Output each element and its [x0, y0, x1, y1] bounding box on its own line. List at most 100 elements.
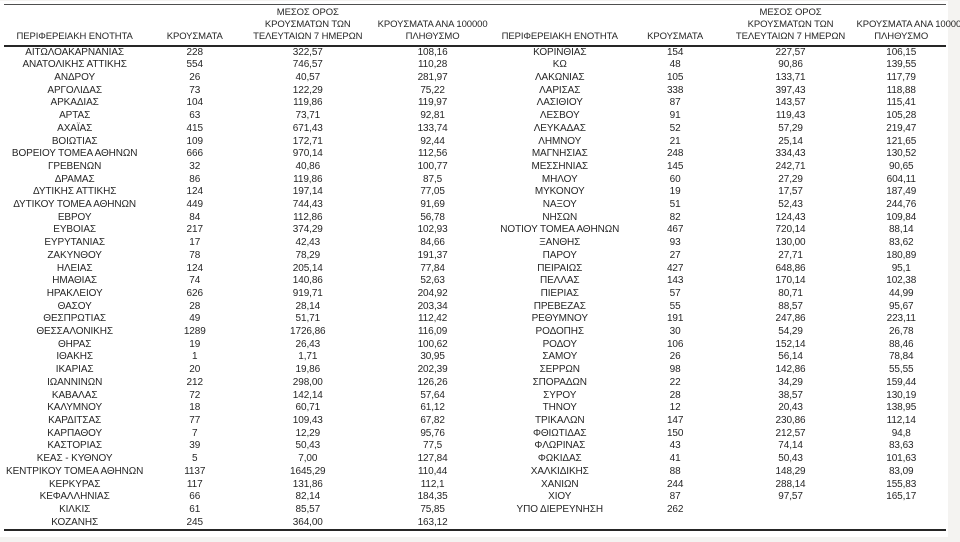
avg7-cell: 28,14: [295, 300, 321, 312]
header-region-left: ΠΕΡΙΦΕΡΕΙΑΚΗ ΕΝΟΤΗΤΑ: [4, 4, 146, 47]
per100k-cell: 126,26: [417, 376, 448, 388]
cases-cell: 63: [189, 110, 201, 122]
per100k-cell: 604,11: [886, 173, 916, 185]
per100k-cell: 219,47: [886, 122, 917, 134]
per100k-cell: 101,63: [886, 453, 917, 465]
per100k-cell: 67,82: [420, 415, 445, 426]
avg7-cell: 112,86: [293, 211, 323, 223]
per100k-cell: 204,92: [417, 287, 448, 299]
table-row: ΚΑΡΠΑΘΟΥ 7 12,29 95,76 ΦΘΙΩΤΙΔΑΣ 150 212,57 94,…: [4, 428, 946, 441]
region-cell: ΤΗΝΟΥ: [542, 402, 577, 414]
avg7-cell: 122,29: [292, 84, 323, 96]
cases-cell: 66: [189, 491, 201, 503]
avg7-cell: 119,86: [293, 173, 323, 185]
table-row: ΗΛΕΙΑΣ 124 205,14 77,84 ΠΕΙΡΑΙΩΣ 427 648,86 95,…: [4, 263, 946, 276]
cases-cell: 217: [186, 224, 203, 236]
avg7-cell: 27,29: [778, 173, 803, 185]
table-row: ΑΝΔΡΟΥ 26 40,57 281,97 ΛΑΚΩΝΙΑΣ 105 133,71 117,…: [4, 72, 946, 85]
table-row: ΚΕΑΣ - ΚΥΘΝΟΥ 5 7,00 127,84 ΦΩΚΙΔΑΣ 41 50,43 10…: [4, 453, 946, 466]
region-cell: ΠΙΕΡΙΑΣ: [540, 287, 579, 299]
avg7-cell: [725, 517, 857, 531]
avg7-cell: 970,14: [292, 148, 323, 160]
cases-cell: 82: [669, 211, 681, 223]
region-cell: ΑΡΚΑΔΙΑΣ: [50, 97, 99, 109]
avg7-cell: 230,86: [775, 415, 806, 426]
table-row: ΚΙΛΚΙΣ 61 85,57 75,85 ΥΠΟ ΔΙΕΡΕΥΝΗΣΗ 262: [4, 504, 946, 517]
cases-cell: 49: [189, 313, 201, 325]
per100k-cell: 75,85: [420, 503, 445, 515]
cases-cell: 73: [189, 84, 201, 96]
region-cell: ΚΑΛΥΜΝΟΥ: [47, 402, 103, 414]
table-row: ΚΑΣΤΟΡΙΑΣ 39 50,43 77,5 ΦΛΩΡΙΝΑΣ 43 74,14 83,63: [4, 440, 946, 453]
region-cell: ΚΟΡΙΝΘΙΑΣ: [533, 46, 587, 58]
region-cell: ΝΟΤΙΟΥ ΤΟΜΕΑ ΑΘΗΝΩΝ: [500, 224, 620, 236]
header-per100k-left: ΚΡΟΥΣΜΑΤΑ ΑΝΑ 100000 ΠΛΗΘΥΣΜΟ: [371, 4, 494, 47]
cases-cell: 626: [186, 287, 203, 299]
per100k-cell: 223,11: [886, 313, 916, 325]
per100k-cell: 109,84: [886, 211, 917, 223]
header-avg7-right: ΜΕΣΟΣ ΟΡΟΣ ΚΡΟΥΣΜΑΤΩΝ ΤΩΝ ΤΕΛΕΥΤΑΙΩΝ 7 Η…: [724, 4, 857, 47]
per100k-cell: 84,66: [420, 237, 445, 249]
region-cell: ΔΡΑΜΑΣ: [54, 173, 95, 185]
region-cell: ΠΕΙΡΑΙΩΣ: [537, 262, 583, 274]
table-row: ΕΥΡΥΤΑΝΙΑΣ 17 42,43 84,66 ΞΑΝΘΗΣ 93 130,00 83,6…: [4, 237, 946, 250]
table-row: ΚΕΡΚΥΡΑΣ 117 131,86 112,1 ΧΑΝΙΩΝ 244 288,14 155…: [4, 479, 946, 492]
avg7-cell: [725, 504, 857, 517]
avg7-cell: 227,57: [775, 46, 806, 58]
region-cell: ΛΕΣΒΟΥ: [539, 110, 580, 122]
region-cell: ΚΟΖΑΝΗΣ: [51, 516, 99, 528]
avg7-cell: 51,71: [295, 313, 321, 325]
table-row: ΕΥΒΟΙΑΣ 217 374,29 102,93 ΝΟΤΙΟΥ ΤΟΜΕΑ ΑΘΗΝΩ…: [4, 224, 946, 237]
cases-cell: 1137: [184, 465, 206, 477]
cases-cell: 41: [669, 453, 681, 465]
avg7-cell: 57,29: [778, 122, 803, 134]
region-cell: ΧΑΛΚΙΔΙΚΗΣ: [530, 465, 589, 477]
per100k-cell: 77,5: [423, 440, 443, 452]
avg7-cell: 397,43: [775, 84, 806, 96]
region-cell: ΑΝΔΡΟΥ: [54, 72, 96, 84]
cases-cell: 26: [669, 351, 681, 363]
per100k-cell: 52,63: [420, 275, 445, 287]
cases-cell: 666: [186, 148, 203, 160]
per100k-cell: 112,56: [417, 148, 448, 160]
per100k-cell: 202,39: [417, 364, 448, 376]
per100k-cell: 180,89: [886, 249, 917, 261]
avg7-cell: 50,43: [295, 440, 321, 452]
region-cell: ΘΗΡΑΣ: [58, 338, 92, 350]
cases-cell: 22: [669, 376, 681, 388]
per100k-cell: 83,09: [888, 465, 914, 477]
avg7-cell: 212,57: [775, 427, 806, 439]
avg7-cell: 205,14: [292, 262, 323, 274]
cases-cell: 19: [669, 186, 681, 198]
avg7-cell: 109,43: [292, 415, 323, 426]
cases-cell: 93: [669, 237, 681, 249]
cases-cell: 117: [186, 478, 203, 490]
region-cell: ΕΥΡΥΤΑΝΙΑΣ: [44, 237, 105, 249]
header-region-right: ΠΕΡΙΦΕΡΕΙΑΚΗ ΕΝΟΤΗΤΑ: [493, 4, 626, 47]
per100k-cell: 94,8: [891, 427, 911, 439]
per100k-cell: 116,09: [417, 326, 448, 338]
region-cell: ΠΡΕΒΕΖΑΣ: [533, 300, 586, 312]
cases-cell: 124: [186, 262, 203, 274]
region-cell: ΝΑΞΟΥ: [542, 199, 577, 211]
cases-cell: 248: [666, 148, 684, 160]
per100k-cell: 102,93: [417, 224, 448, 236]
cases-cell: 105: [666, 72, 684, 84]
per100k-cell: 90,65: [888, 160, 914, 172]
cases-cell: 245: [186, 516, 203, 528]
region-cell: ΛΑΚΩΝΙΑΣ: [534, 72, 585, 84]
cases-cell: 106: [666, 338, 684, 350]
avg7-cell: 27,71: [778, 249, 803, 261]
per100k-cell: 56,78: [420, 211, 445, 223]
table-row: ΔΥΤΙΚΗΣ ΑΤΤΙΚΗΣ 124 197,14 77,05 ΜΥΚΟΝΟΥ 19 17…: [4, 186, 946, 199]
table-row: ΖΑΚΥΝΘΟΥ 78 78,29 191,37 ΠΑΡΟΥ 27 27,71 180,89: [4, 250, 946, 263]
cases-cell: 57: [669, 287, 681, 299]
cases-cell: 52: [669, 122, 681, 134]
cases-cell: 28: [669, 389, 681, 401]
avg7-cell: 142,86: [775, 364, 806, 376]
cases-cell: 262: [666, 503, 684, 515]
cases-cell: 1: [192, 351, 198, 363]
region-cell: ΙΚΑΡΙΑΣ: [55, 364, 94, 376]
region-cell: ΘΑΣΟΥ: [57, 300, 92, 312]
